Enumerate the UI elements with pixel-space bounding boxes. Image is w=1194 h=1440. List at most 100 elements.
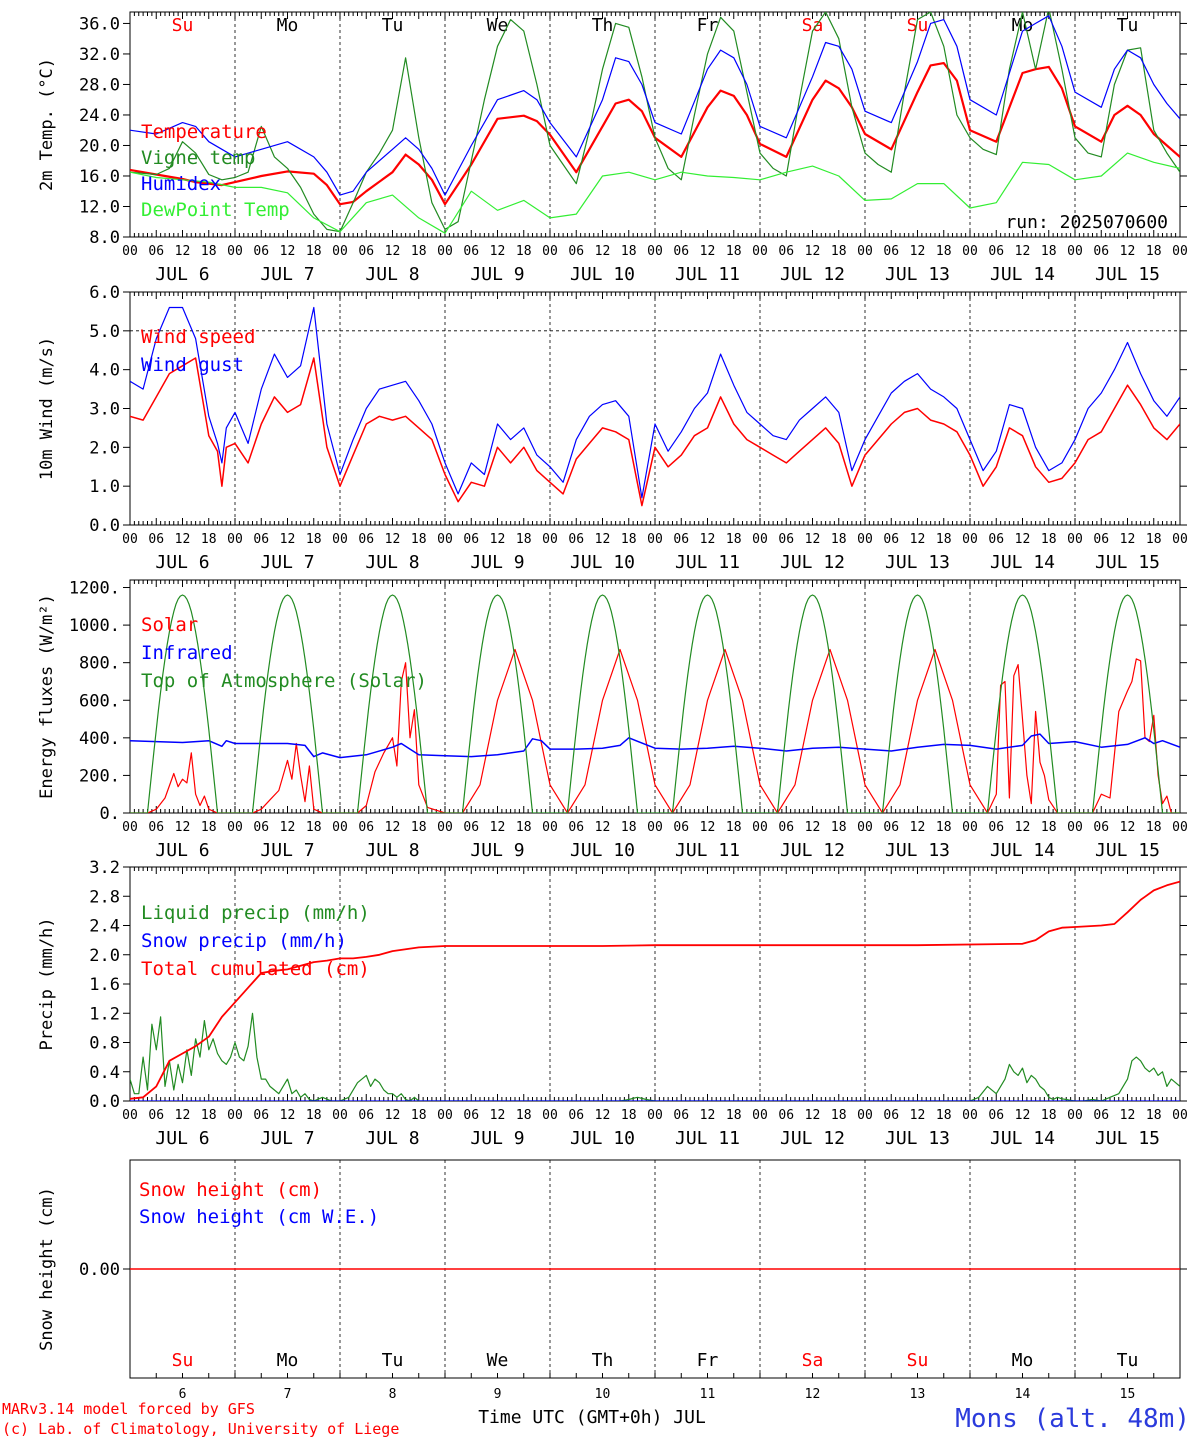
hour-tick-label: 06 [778, 820, 794, 835]
y-tick-label: 8.0 [89, 228, 120, 248]
date-label: JUL 9 [470, 1128, 524, 1149]
hour-tick-label: 18 [306, 1108, 322, 1123]
hour-tick-label: 12 [1015, 532, 1031, 547]
y-tick-label: 2.0 [89, 438, 120, 458]
hour-tick-label: 12 [175, 532, 191, 547]
hour-tick-label: 06 [1093, 820, 1109, 835]
hour-tick-label: 06 [568, 244, 584, 259]
date-label: JUL 6 [155, 552, 209, 573]
panel-snow: 6 7 8 9 10 11 12 13 14 15 Su Mo Tu We Th Fr Sa Su Mo Tu 0.00… [37, 1159, 1187, 1402]
weekday-label: Tu [382, 15, 404, 36]
date-label: JUL 14 [990, 1128, 1055, 1149]
hour-tick-label: 00 [752, 1108, 768, 1123]
y-tick-label: 1.0 [89, 477, 120, 497]
legend-entry: Solar [141, 614, 198, 636]
hour-tick-label: 06 [988, 820, 1004, 835]
y-tick-label: 3.2 [89, 858, 120, 878]
hour-tick-label: 00 [122, 1108, 138, 1123]
hour-tick-label: 00 [857, 532, 873, 547]
hour-tick-label: 18 [1041, 1108, 1057, 1123]
hour-tick-label: 06 [358, 1108, 374, 1123]
lab-credit-line: (c) Lab. of Climatology, University of L… [2, 1420, 399, 1438]
hour-tick-label: 12 [280, 244, 296, 259]
hour-tick-label: 06 [358, 532, 374, 547]
day-number-label: 12 [805, 1387, 821, 1402]
hour-tick-label: 06 [988, 532, 1004, 547]
hour-tick-label: 00 [752, 244, 768, 259]
hour-tick-label: 18 [726, 244, 742, 259]
date-label: JUL 11 [675, 1128, 740, 1149]
hour-tick-label: 06 [988, 1108, 1004, 1123]
y-tick-label: 2.8 [89, 887, 120, 907]
series-line-wind-speed [130, 357, 1180, 507]
y-axis-title: 2m Temp. (°C) [37, 58, 57, 191]
panel-energy: 00 06 12 18 00 06 12 18 00 06 12 18 00 06 12 18 00 06 12 18… [37, 579, 1188, 861]
hour-tick-label: 06 [883, 244, 899, 259]
hour-tick-label: 00 [1172, 1108, 1188, 1123]
date-label: JUL 10 [570, 552, 635, 573]
hour-tick-label: 06 [883, 820, 899, 835]
legend-entry: Snow precip (mm/h) [141, 930, 347, 952]
series-line-total-cumulated-cm [130, 880, 1180, 1100]
hour-tick-label: 12 [595, 532, 611, 547]
hour-tick-label: 06 [253, 1108, 269, 1123]
series-line-infrared [130, 733, 1180, 759]
date-label: JUL 8 [365, 1128, 419, 1149]
hour-tick-label: 12 [175, 820, 191, 835]
series-line-solar [130, 648, 1180, 813]
run-label: run: 2025070600 [1005, 212, 1168, 233]
hour-tick-label: 00 [1067, 532, 1083, 547]
weekday-label: We [487, 15, 509, 36]
weekday-label: We [487, 1350, 509, 1371]
date-label: JUL 6 [155, 264, 209, 285]
date-label: JUL 7 [260, 552, 314, 573]
y-tick-label: 6.0 [89, 283, 120, 303]
day-number-label: 7 [284, 1387, 292, 1402]
hour-tick-label: 00 [332, 820, 348, 835]
hour-tick-label: 00 [122, 244, 138, 259]
weekday-label: Su [907, 1350, 929, 1371]
hour-tick-label: 18 [516, 820, 532, 835]
y-tick-label: 36.0 [79, 14, 120, 34]
date-label: JUL 13 [885, 552, 950, 573]
series-line-dewpoint-temp [130, 152, 1180, 234]
y-tick-label: 20.0 [79, 136, 120, 156]
series-line-humidex [130, 15, 1180, 196]
hour-tick-label: 12 [385, 532, 401, 547]
hour-tick-label: 00 [227, 1108, 243, 1123]
hour-tick-label: 00 [332, 244, 348, 259]
hour-tick-label: 12 [595, 244, 611, 259]
hour-tick-label: 06 [778, 244, 794, 259]
hour-tick-label: 00 [647, 532, 663, 547]
hour-tick-label: 18 [1146, 244, 1162, 259]
legend-entry: Liquid precip (mm/h) [141, 902, 370, 924]
y-tick-label: 0.4 [89, 1063, 120, 1083]
day-number-label: 6 [179, 1387, 187, 1402]
hour-tick-label: 00 [647, 244, 663, 259]
date-label: JUL 9 [470, 264, 524, 285]
hour-tick-label: 00 [1172, 244, 1188, 259]
date-label: JUL 15 [1095, 1128, 1160, 1149]
date-label: JUL 7 [260, 264, 314, 285]
hour-tick-label: 12 [1015, 244, 1031, 259]
hour-tick-label: 18 [936, 244, 952, 259]
hour-tick-label: 00 [1067, 1108, 1083, 1123]
date-label: JUL 11 [675, 552, 740, 573]
x-axis-title: Time UTC (GMT+0h) JUL [478, 1407, 706, 1428]
hour-tick-label: 18 [1146, 820, 1162, 835]
hour-tick-label: 18 [201, 244, 217, 259]
hour-tick-label: 12 [805, 532, 821, 547]
hour-tick-label: 12 [1120, 820, 1136, 835]
hour-tick-label: 00 [227, 820, 243, 835]
series-line-vigne-temp [130, 12, 1180, 233]
date-label: JUL 13 [885, 1128, 950, 1149]
date-label: JUL 7 [260, 840, 314, 861]
hour-tick-label: 06 [568, 820, 584, 835]
hour-tick-label: 18 [831, 1108, 847, 1123]
hour-tick-label: 12 [490, 532, 506, 547]
hour-tick-label: 00 [857, 244, 873, 259]
model-credit-line: MARv3.14 model forced by GFS [2, 1400, 255, 1418]
hour-tick-label: 06 [778, 1108, 794, 1123]
weekday-label: Su [172, 15, 194, 36]
hour-tick-label: 12 [280, 1108, 296, 1123]
